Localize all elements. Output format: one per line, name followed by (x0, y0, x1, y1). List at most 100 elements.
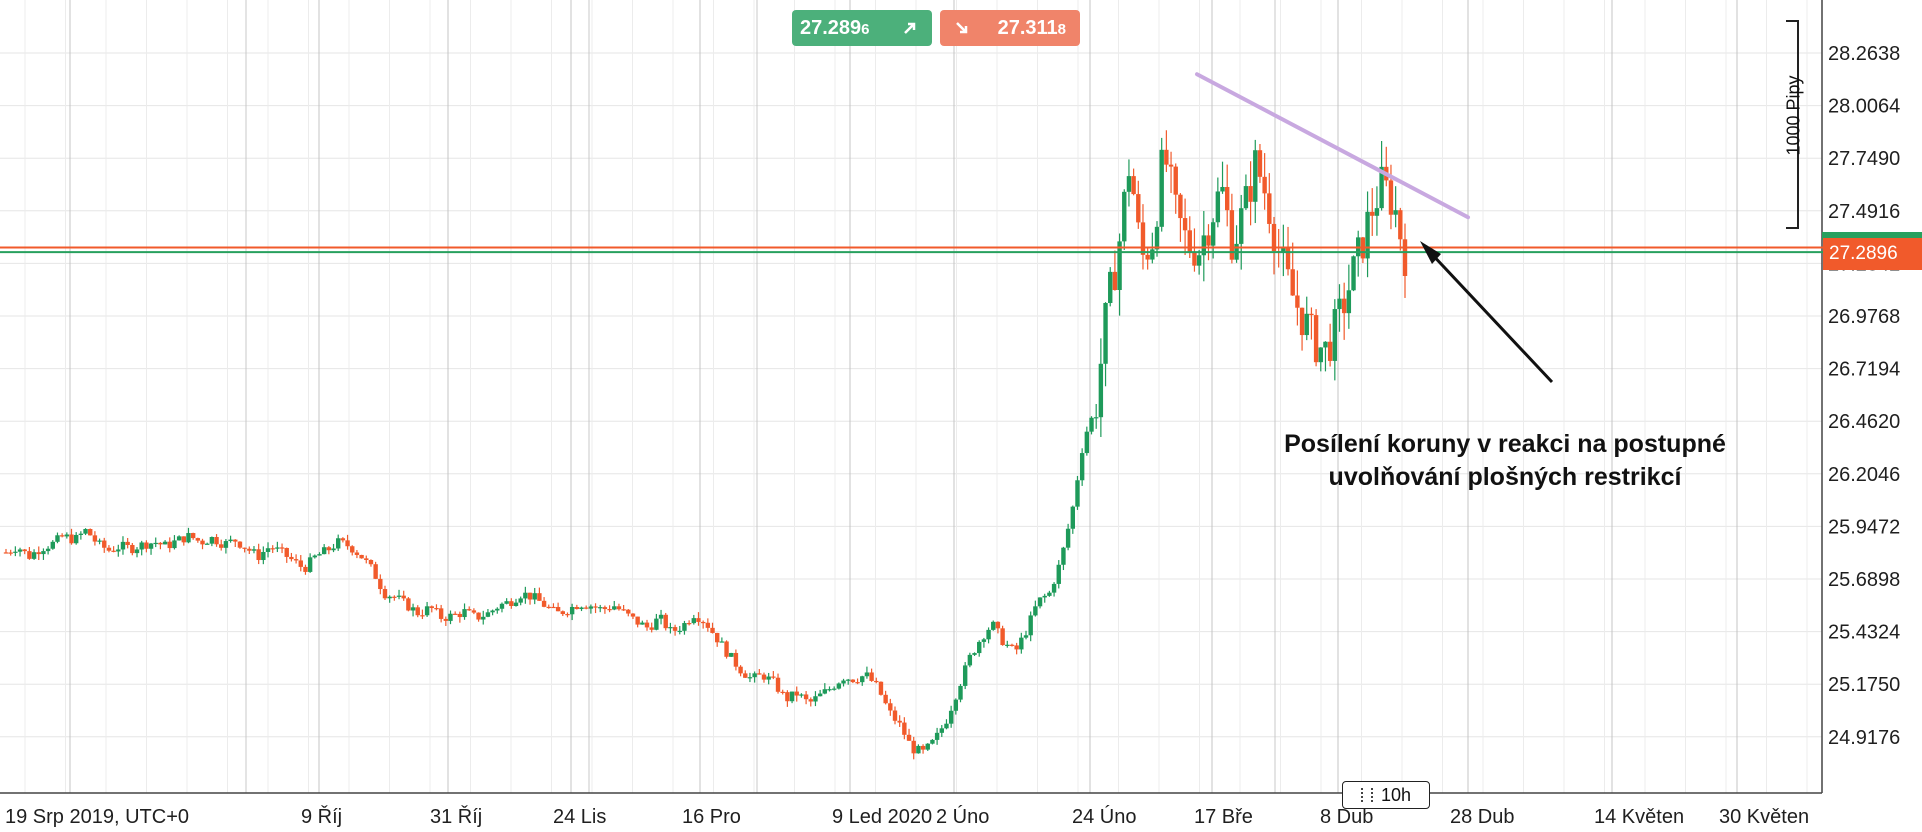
candle-body (420, 615, 425, 617)
candle-body (1337, 298, 1342, 310)
candle-body (387, 596, 392, 599)
candle-body (1271, 223, 1277, 252)
arrow-down-right-icon (950, 16, 974, 40)
candle-body (336, 538, 341, 549)
candle-body (1182, 218, 1188, 231)
candle-body (434, 608, 439, 610)
candle-body (710, 627, 715, 633)
candle-body (307, 557, 313, 572)
candle-body (817, 693, 823, 697)
candle-body (789, 691, 795, 702)
candle-body (1023, 635, 1029, 638)
candle-body (289, 556, 294, 560)
candle-body (256, 549, 261, 561)
candle-body (457, 613, 463, 618)
candle-body (36, 552, 41, 555)
candle-body (686, 623, 692, 625)
candle-body (1327, 341, 1333, 361)
candle-body (1145, 254, 1150, 260)
candle-body (850, 679, 856, 683)
candle-body (158, 542, 163, 545)
candle-body (981, 639, 987, 642)
candle-body (1295, 295, 1300, 308)
candle-body (668, 627, 673, 629)
buy-price-button[interactable]: 27.3118 (940, 10, 1080, 46)
candle-body (265, 548, 271, 552)
candle-body (1117, 241, 1122, 290)
candle-body (967, 654, 973, 666)
trendline (1195, 72, 1470, 220)
candle-body (869, 672, 874, 681)
candle-body (1173, 166, 1178, 195)
candle-body (228, 539, 233, 542)
candle-body (97, 540, 102, 542)
candle-body (247, 548, 252, 551)
candle-body (775, 677, 781, 692)
candle-body (658, 614, 664, 619)
candle-body (364, 558, 369, 560)
candle-body (73, 534, 79, 544)
candle-body (1019, 637, 1024, 650)
candle-body (83, 529, 88, 534)
candle-body (1108, 271, 1113, 304)
candle-body (1239, 208, 1244, 244)
candle-body (88, 529, 93, 536)
chart-grid (0, 0, 1823, 794)
y-tick-label: 27.4916 (1828, 201, 1900, 223)
candle-body (345, 540, 350, 547)
candle-body (204, 543, 210, 545)
candle-body (925, 743, 930, 750)
candle-body (373, 564, 378, 579)
candle-body (59, 535, 65, 537)
candle-body (8, 552, 13, 554)
candle-body (410, 607, 416, 611)
candle-body (1084, 431, 1090, 454)
candle-body (902, 722, 907, 735)
candle-body (1201, 235, 1207, 256)
candle-body (930, 739, 935, 744)
candle-body (1370, 211, 1375, 216)
candle-body (1206, 235, 1211, 246)
candle-body (424, 606, 430, 616)
candle-body (1168, 164, 1174, 167)
candle-body (55, 535, 60, 542)
candle-body (513, 602, 519, 606)
candle-body (785, 692, 790, 702)
candle-body (1346, 290, 1352, 314)
candle-body (78, 533, 84, 535)
x-axis: 19 Srp 2019, UTC+0 9 Říj 31 Říj 24 Lis 16 Pr… (5, 805, 1809, 828)
candle-body (846, 679, 851, 681)
arrow-up-right-icon (898, 16, 922, 40)
y-tick-label: 26.2046 (1828, 464, 1900, 486)
candle-body (1159, 149, 1164, 227)
candle-body (1332, 309, 1338, 361)
candle-body (1313, 315, 1319, 363)
candle-body (986, 629, 991, 640)
scale-label: 1000 Pipy (1783, 75, 1804, 156)
candle-body (1257, 150, 1263, 177)
candle-body (92, 535, 98, 542)
candle-body (139, 542, 144, 550)
candle-body (962, 665, 968, 686)
candle-body (1131, 176, 1136, 195)
sell-price-button[interactable]: 27.2896 (792, 10, 932, 46)
timeframe-selector[interactable]: 10h (1342, 781, 1430, 809)
candle-body (1210, 222, 1216, 246)
candle-body (1341, 298, 1347, 314)
candle-body (827, 689, 832, 691)
candle-body (195, 538, 201, 541)
candle-body (729, 652, 734, 657)
candle-body (565, 614, 570, 616)
candle-body (134, 549, 140, 554)
candle-body (551, 606, 556, 609)
candle-body (1309, 313, 1314, 316)
candle-body (13, 551, 18, 553)
candle-body (527, 592, 533, 600)
candle-body (719, 641, 725, 643)
candle-body (111, 550, 116, 552)
candle-body (705, 622, 711, 628)
candle-body (1178, 194, 1183, 219)
candle-body (462, 609, 467, 618)
candle-body (583, 607, 589, 609)
